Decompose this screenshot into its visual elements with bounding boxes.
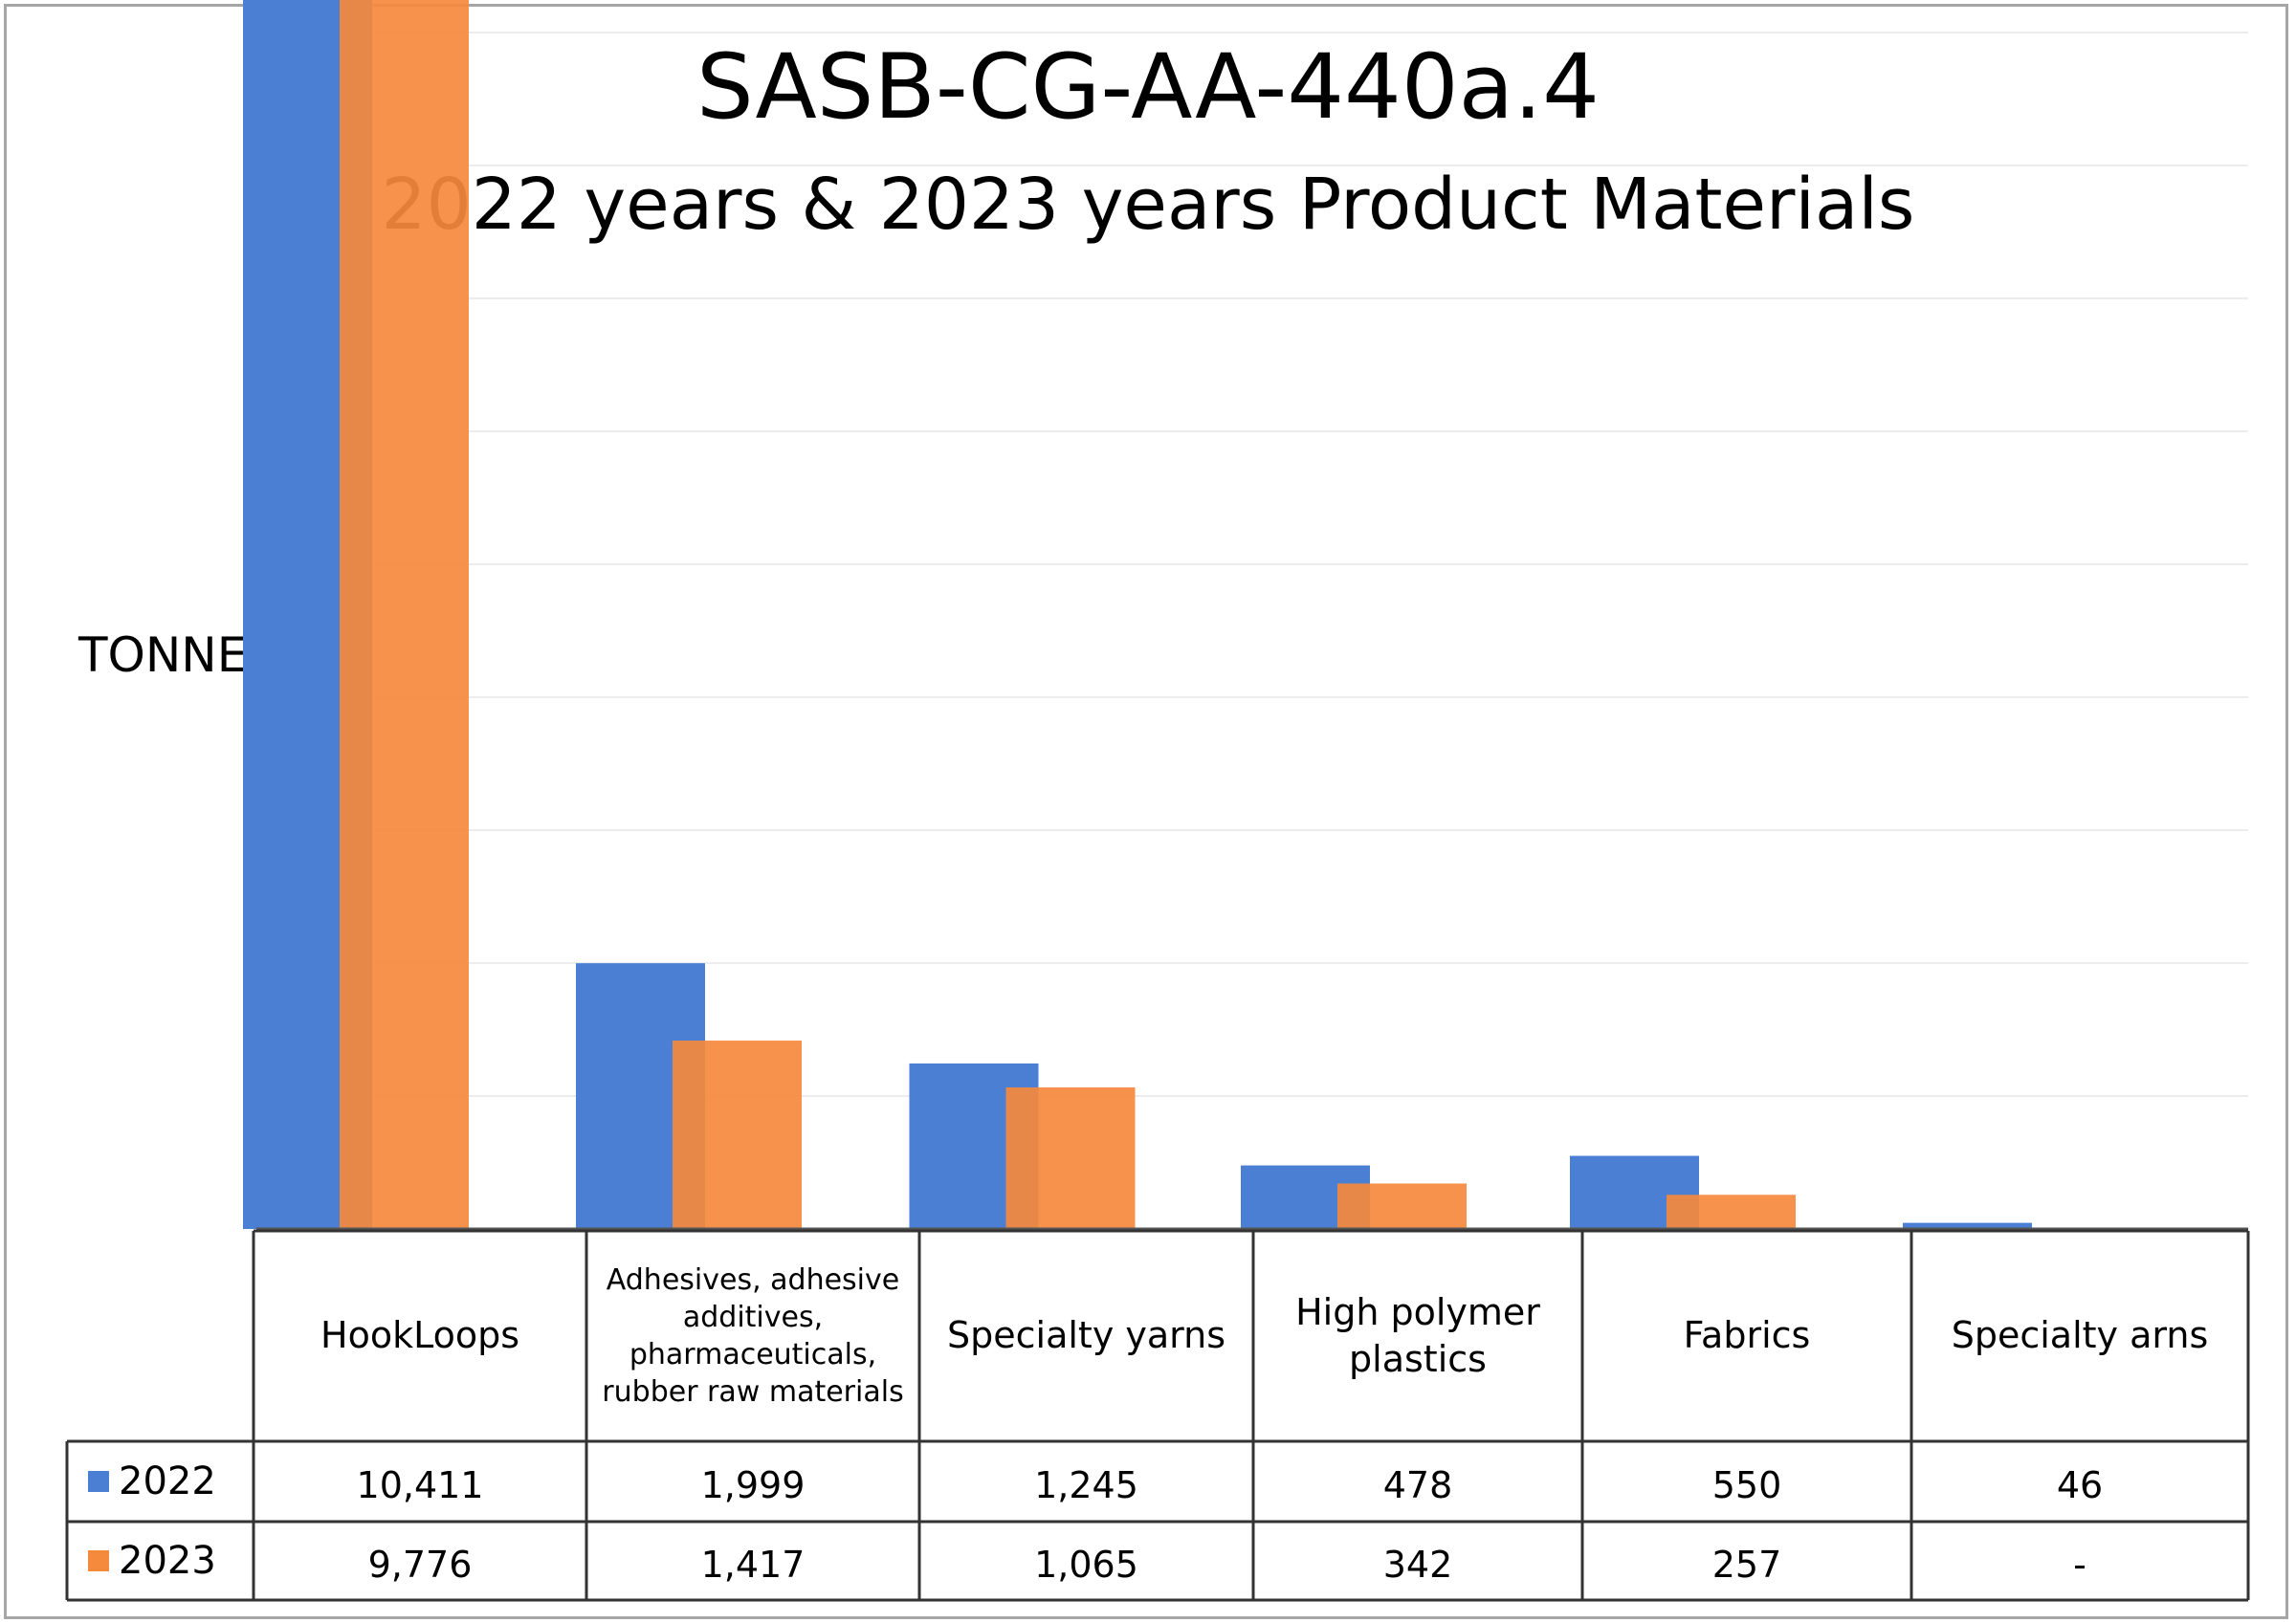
- data-value-cell: -: [2073, 1544, 2086, 1586]
- category-label: Specialty yarns: [947, 1314, 1225, 1357]
- legend-swatch: [88, 1471, 109, 1492]
- category-label: Fabrics: [1683, 1314, 1811, 1357]
- bar-2023: [673, 1041, 802, 1229]
- data-value-cell: 10,411: [356, 1464, 484, 1506]
- data-value-cell: 1,065: [1034, 1544, 1138, 1586]
- data-value-cell: 257: [1711, 1544, 1782, 1586]
- data-value-cell: 46: [2056, 1464, 2104, 1506]
- data-value-cell: 478: [1382, 1464, 1453, 1506]
- category-label: High polymer plastics: [1295, 1290, 1540, 1380]
- bar-2023: [1667, 1195, 1796, 1229]
- data-value-cell: 9,776: [367, 1544, 473, 1586]
- category-label: HookLoops: [320, 1314, 519, 1357]
- data-value-cell: 1,245: [1034, 1464, 1138, 1506]
- chart-frame: [4, 4, 2288, 1619]
- legend-label: 2023: [119, 1539, 216, 1583]
- bar-2023: [1005, 1086, 1136, 1229]
- data-value-cell: 1,417: [700, 1544, 806, 1586]
- chart-title: SASB-CG-AA-440a.4: [696, 35, 1600, 140]
- data-value-cell: 550: [1711, 1464, 1782, 1506]
- bar-2023: [340, 0, 469, 1230]
- chart-subtitle: 2022 years & 2023 years Product Material…: [381, 164, 1915, 246]
- category-label: Specialty arns: [1951, 1314, 2209, 1357]
- data-value-cell: 1,999: [700, 1464, 806, 1506]
- data-value-cell: 342: [1382, 1544, 1453, 1586]
- legend-entry: 2022: [88, 1441, 216, 1522]
- y-axis-label: TONNE: [78, 627, 248, 683]
- bar-2023: [1337, 1183, 1467, 1229]
- legend-swatch: [88, 1550, 109, 1571]
- bar-2022: [1903, 1222, 2032, 1229]
- category-label: Adhesives, adhesive additives, pharmaceu…: [602, 1263, 904, 1409]
- legend-entry: 2023: [88, 1522, 216, 1600]
- legend-label: 2022: [119, 1459, 216, 1503]
